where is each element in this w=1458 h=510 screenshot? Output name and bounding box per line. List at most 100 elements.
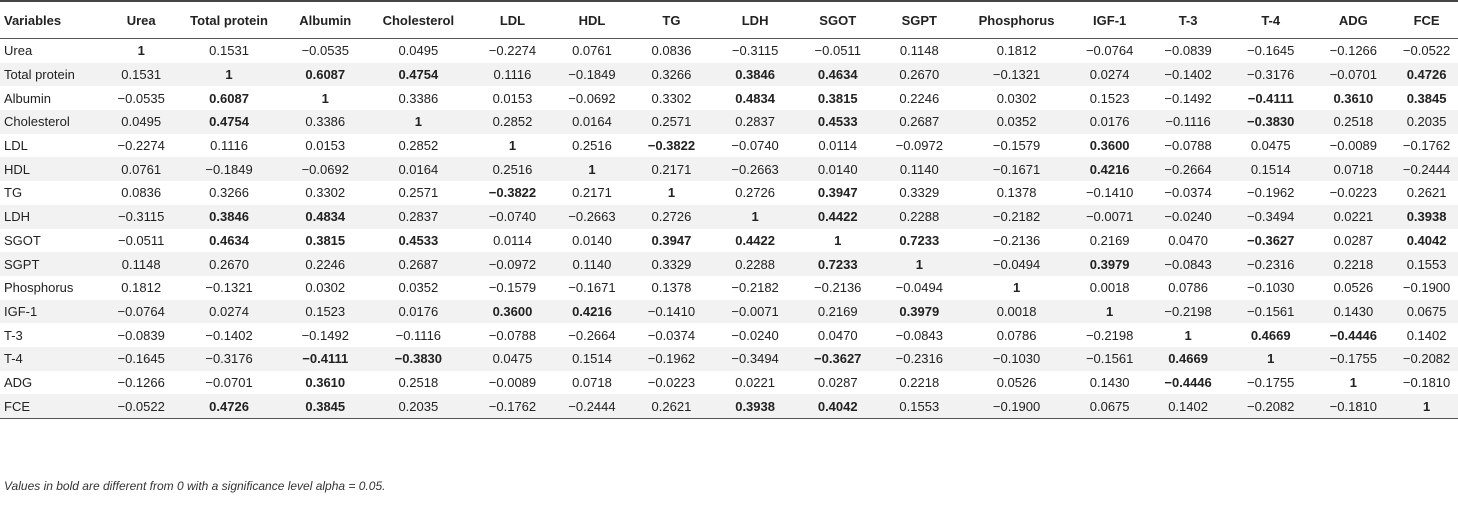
table-cell: 0.0221	[735, 374, 775, 390]
table-cell: 1	[588, 161, 596, 177]
table-cell: 0.3846	[209, 209, 249, 225]
table-footnote: Values in bold are different from 0 with…	[4, 479, 386, 493]
table-cell: 0.1812	[121, 280, 162, 296]
table-cell: 0.2726	[735, 185, 775, 201]
table-cell: 0.3610	[305, 374, 346, 390]
table-cell: 0.4669	[1168, 351, 1208, 367]
table-cell: −0.0839	[117, 327, 165, 343]
column-header: T-3	[1146, 1, 1230, 39]
table-cell: 0.2837	[398, 209, 439, 225]
table-cell: −0.2136	[814, 280, 862, 296]
table-cell: 0.1140	[572, 256, 612, 272]
table-row: FCE −0.0522 0.4726 0.3845 0.2035 −0.1762 −0.24…	[0, 394, 1458, 420]
table-cell: 0.2288	[899, 209, 940, 225]
table-cell: −0.1266	[1329, 43, 1378, 59]
table-cell: 0.1402	[1146, 394, 1230, 420]
table-cell: −0.0972	[895, 138, 943, 154]
table-cell: 0.2169	[1089, 232, 1130, 248]
table-cell: −0.1492	[1164, 90, 1212, 106]
table-cell: −0.0764	[1085, 43, 1134, 59]
table-cell: 0.3846	[735, 67, 775, 83]
table-cell: −0.3494	[1247, 209, 1295, 225]
table-cell: 0.0287	[817, 374, 858, 390]
row-label: Phosphorus	[4, 280, 74, 296]
table-cell: 0.0526	[996, 374, 1037, 390]
table-cell: −0.2182	[731, 280, 779, 296]
table-cell: −0.1645	[117, 351, 165, 367]
table-cell: 0.4634	[817, 67, 858, 83]
table-cell: 0.0475	[492, 351, 533, 367]
table-cell: 0.1140	[899, 161, 939, 177]
table-cell: −0.0843	[895, 327, 943, 343]
table-cell: 0.3845	[1406, 90, 1447, 106]
table-cell: 0.4726	[173, 394, 285, 420]
table-cell: −0.0788	[488, 327, 537, 343]
table-cell: −0.1849	[205, 161, 253, 177]
table-cell: −0.4111	[302, 351, 349, 367]
table-cell: 0.2035	[1406, 114, 1447, 130]
table-row: ADG −0.1266 −0.0701 0.3610 0.2518 −0.0089 0.07…	[0, 371, 1458, 395]
table-cell: 0.2852	[398, 138, 439, 154]
table-cell: −0.3115	[117, 209, 165, 225]
table-cell: 0.0302	[305, 280, 346, 296]
table-cell: 0.0718	[1333, 161, 1374, 177]
table-cell: 0.2218	[899, 374, 940, 390]
table-cell: 0.3979	[899, 303, 940, 319]
table-cell: −0.2444	[554, 394, 630, 420]
table-cell: 0.0302	[996, 90, 1037, 106]
table-cell: 0.0675	[1406, 303, 1447, 319]
table-cell: 1	[667, 185, 676, 201]
table-cell: 0.0153	[305, 138, 346, 154]
table-cell: 0.0140	[572, 232, 612, 248]
table-cell: −0.3176	[205, 351, 253, 367]
table-cell: 1	[834, 232, 842, 248]
table-cell: 0.2516	[492, 161, 533, 177]
table-cell: 0.4754	[209, 114, 249, 130]
table-cell: −0.1962	[647, 351, 696, 367]
table-cell: 0.4216	[572, 303, 612, 319]
table-cell: −0.0535	[301, 43, 349, 59]
table-cell: 0.1116	[493, 67, 532, 83]
table-cell: 0.4634	[209, 232, 249, 248]
table-cell: 0.1514	[572, 351, 612, 367]
table-cell: −0.0511	[117, 232, 165, 248]
table-cell: −0.2663	[731, 161, 779, 177]
table-cell: 0.2218	[1333, 256, 1374, 272]
table-row: Urea 1 0.1531 −0.0535 0.0495 −0.2274 0.0761 0.0…	[0, 39, 1458, 63]
table-cell: −0.2444	[1402, 161, 1451, 177]
table-cell: −0.0972	[488, 256, 537, 272]
table-cell: 1	[321, 90, 329, 106]
column-header: Urea	[108, 1, 174, 39]
table-cell: −0.2198	[1164, 303, 1212, 319]
table-cell: 0.3979	[1089, 256, 1130, 272]
column-header: SGPT	[878, 1, 961, 39]
table-cell: 0.0164	[398, 161, 439, 177]
table-cell: 0.3600	[492, 303, 533, 319]
table-cell: 0.2171	[651, 161, 692, 177]
table-cell: 0.1148	[121, 256, 161, 272]
table-cell: 1	[1106, 303, 1114, 319]
table-cell: 0.0761	[572, 43, 612, 59]
table-row: Total protein 0.1531 1 0.6087 0.4754 0.1116 −0…	[0, 62, 1458, 87]
table-cell: −0.1671	[568, 280, 616, 296]
table-cell: 0.0153	[492, 90, 533, 106]
table-row: SGPT 0.1148 0.2670 0.2246 0.2687 −0.0972 0.114…	[0, 252, 1458, 276]
table-cell: −0.1900	[1402, 280, 1451, 296]
table-cell: −0.2136	[992, 232, 1041, 248]
table-cell: 0.2687	[398, 256, 439, 272]
table-cell: −0.1671	[992, 161, 1041, 177]
table-cell: −0.3822	[488, 185, 537, 201]
table-cell: 0.2169	[817, 303, 858, 319]
table-cell: 0.2516	[572, 138, 612, 154]
table-cell: 0.4042	[1406, 232, 1447, 248]
table-cell: −0.0701	[1329, 67, 1378, 83]
table-cell: 1	[1349, 374, 1357, 390]
table-cell: 0.0221	[1333, 209, 1374, 225]
table-cell: 0.0352	[996, 114, 1037, 130]
column-header: T-4	[1229, 1, 1312, 39]
table-row: TG 0.0836 0.3266 0.3302 0.2571 −0.3822 0.2171 1…	[0, 181, 1458, 205]
row-label: T-3	[4, 327, 23, 343]
table-cell: 0.1523	[1089, 90, 1130, 106]
row-label: Total protein	[4, 67, 75, 83]
table-cell: 0.0526	[1333, 280, 1374, 296]
